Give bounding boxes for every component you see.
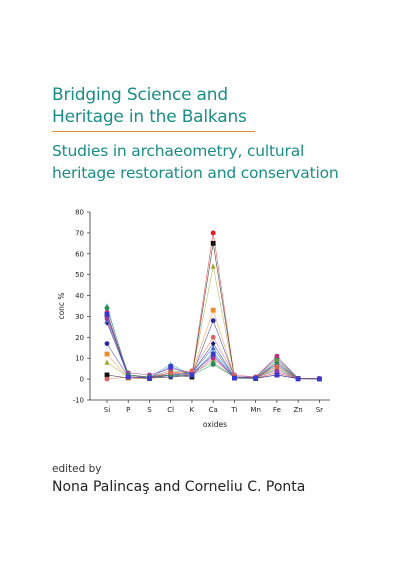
data-point	[316, 376, 322, 382]
data-point	[104, 305, 110, 311]
data-point	[253, 375, 259, 381]
x-tick-label: Cl	[167, 406, 174, 414]
data-point	[274, 353, 280, 359]
data-point	[104, 372, 110, 378]
data-point	[274, 372, 280, 378]
x-tick-label: Sr	[316, 406, 323, 414]
data-point	[104, 359, 110, 365]
data-point	[210, 230, 216, 236]
oxides-concentration-chart: -10 0 10 20 30 40 50 60 70 80 Si P S Cl K Ca Ti Mn Fe Zn Sr o…	[57, 209, 330, 429]
data-point	[104, 351, 110, 357]
data-point	[189, 372, 195, 378]
data-point	[210, 362, 216, 367]
book-subtitle-line-1: Studies in archaeometry, cultural	[52, 142, 305, 160]
y-tick-label: 50	[75, 271, 84, 279]
editors-names: Nona Palincaş and Corneliu C. Ponta	[52, 479, 306, 495]
data-point	[210, 344, 216, 351]
x-tick-label: Mn	[250, 406, 260, 414]
data-point	[210, 334, 216, 340]
data-point	[104, 376, 110, 382]
y-axis-label: conc %	[57, 292, 66, 319]
data-point	[104, 341, 110, 346]
data-point	[210, 240, 216, 246]
data-point	[189, 368, 195, 374]
y-tick-label: 60	[75, 250, 84, 258]
data-point	[295, 376, 301, 382]
book-title-line-2: Heritage in the Balkans	[52, 107, 247, 127]
data-point	[210, 340, 216, 347]
y-tick-label: 80	[75, 209, 84, 217]
x-tick-label: P	[126, 406, 130, 414]
x-tick-label: S	[147, 406, 152, 414]
y-tick-label: 10	[75, 355, 84, 363]
data-point	[104, 316, 110, 321]
data-point	[274, 368, 280, 374]
y-tick-label: 20	[75, 334, 84, 342]
y-tick-label: 0	[80, 376, 84, 384]
book-subtitle-line-2: heritage restoration and conservation	[52, 164, 339, 182]
data-point	[274, 357, 280, 363]
y-tick-label: 40	[75, 292, 84, 300]
x-tick-label: Si	[104, 406, 110, 414]
data-point	[168, 370, 174, 376]
y-tick-label: 30	[75, 313, 84, 321]
data-point	[210, 263, 216, 269]
x-tick-label: K	[190, 406, 195, 414]
data-point	[274, 364, 280, 369]
data-point	[147, 375, 152, 381]
data-point	[210, 351, 216, 357]
data-point	[210, 318, 216, 324]
data-point	[104, 311, 110, 317]
y-tick-label: -10	[73, 397, 84, 405]
x-axis-label: oxides	[203, 420, 227, 429]
data-point	[232, 375, 237, 381]
data-point	[168, 364, 174, 369]
book-title-line-1: Bridging Science and	[52, 85, 228, 105]
y-tick-label: 70	[75, 229, 84, 237]
book-subtitle: Studies in archaeometry, cultural herita…	[52, 140, 339, 184]
data-point	[125, 374, 131, 380]
x-tick-label: Ti	[230, 406, 237, 414]
x-tick-label: Zn	[294, 406, 303, 414]
data-point	[210, 307, 216, 313]
x-tick-label: Fe	[273, 406, 281, 414]
title-underline	[52, 131, 255, 132]
x-tick-label: Ca	[209, 406, 218, 414]
edited-by-label: edited by	[52, 463, 102, 475]
book-title: Bridging Science and Heritage in the Bal…	[52, 84, 247, 128]
